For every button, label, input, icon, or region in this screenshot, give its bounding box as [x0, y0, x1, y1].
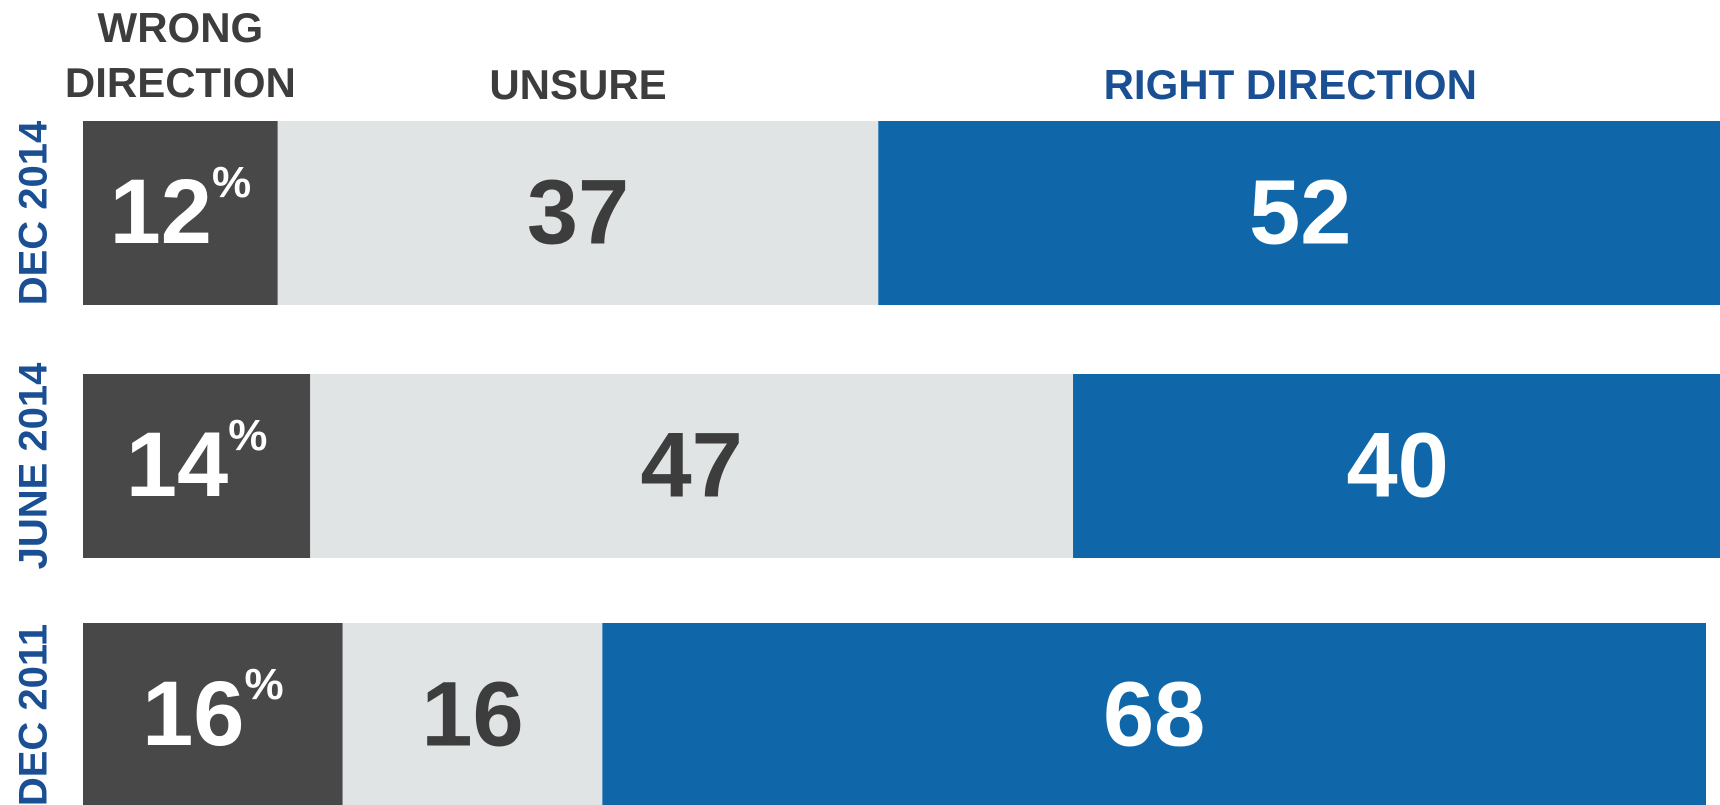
value-label: 37: [527, 161, 629, 263]
value-label: 47: [640, 414, 742, 516]
bar-segment: [602, 623, 1706, 805]
bar-segment: [310, 374, 1074, 558]
bar-segment: [878, 121, 1720, 305]
value-label: 68: [1103, 663, 1205, 765]
bar-segment: [342, 623, 603, 805]
legend-label-line: WRONG: [98, 4, 264, 51]
bar-segment: [277, 121, 879, 305]
value-unit: %: [212, 158, 251, 207]
value-number: 16: [142, 663, 244, 765]
value-label: 16: [421, 663, 523, 765]
value-label: 40: [1346, 414, 1448, 516]
legend-label: RIGHT DIRECTION: [1104, 61, 1477, 108]
legend-label-line: DIRECTION: [65, 59, 296, 106]
legend-label: UNSURE: [489, 61, 666, 108]
value-number: 14: [126, 414, 228, 516]
bar-segment: [83, 374, 311, 558]
value-label: 12%: [110, 158, 251, 264]
category-label: DEC 2011: [12, 624, 56, 805]
category-label: JUNE 2014: [12, 362, 56, 570]
value-unit: %: [228, 411, 267, 460]
value-label: 16%: [142, 660, 283, 766]
bar-segment: [83, 121, 278, 305]
category-label: DEC 2014: [12, 120, 56, 305]
bar-segment: [1073, 374, 1720, 558]
value-number: 12: [110, 161, 212, 263]
value-unit: %: [244, 660, 283, 709]
value-label: 52: [1249, 161, 1351, 263]
value-label: 14%: [126, 411, 267, 517]
bar-segment: [83, 623, 343, 805]
legend-label: WRONG DIRECTION: [65, 4, 296, 106]
